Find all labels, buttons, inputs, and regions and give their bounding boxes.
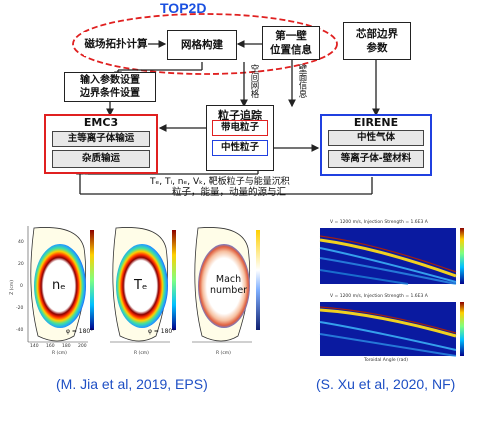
right-bottom-title: V = 1200 m/s, Injection Strength = 1.6E3… bbox=[330, 294, 428, 299]
te-phi-label: φ = 180° bbox=[148, 328, 176, 335]
left-xlabel-3: R (cm) bbox=[216, 351, 231, 356]
right-figure-plot bbox=[319, 228, 464, 357]
emc3-plasma-transport-box: 主等离子体输运 bbox=[52, 131, 150, 147]
mach-label-line1: Mach bbox=[215, 274, 242, 285]
charged-particles-box: 带电粒子 bbox=[212, 120, 268, 136]
first-wall-line2: 位置信息 bbox=[270, 44, 312, 56]
left-figure-plot bbox=[27, 226, 260, 343]
right-top-panel bbox=[320, 228, 456, 284]
particle-tracking-box bbox=[206, 105, 274, 171]
input-line1: 输入参数设置 bbox=[80, 74, 140, 86]
left-y-tick-0: 40 bbox=[18, 240, 24, 245]
flux-label: Tₑ, Tᵢ, nₑ, Vₖ, 靶板粒子与能量沉积 bbox=[150, 177, 290, 187]
wall-info-label: 壁面信息 bbox=[297, 64, 307, 98]
left-x-tick-1: 160 bbox=[46, 344, 55, 349]
ne-density-map bbox=[34, 244, 86, 328]
left-y-tick-4: -40 bbox=[16, 328, 24, 333]
left-y-tick-3: -20 bbox=[16, 306, 24, 311]
ne-label: nₑ bbox=[52, 278, 66, 293]
first-wall-line1: 第一壁 bbox=[275, 29, 307, 42]
eirene-neutral-gas-box: 中性气体 bbox=[328, 130, 424, 146]
diagram-connectors bbox=[72, 13, 380, 195]
core-boundary-line1: 芯部边界 bbox=[356, 27, 398, 40]
particle-tracking-title: 粒子追踪 bbox=[218, 109, 262, 122]
eirene-title: EIRENE bbox=[353, 116, 399, 129]
top2d-group-ellipse bbox=[72, 13, 338, 75]
te-temperature-map bbox=[116, 244, 168, 328]
sources-label: 粒子，能量，动量的源与汇 bbox=[172, 187, 287, 198]
magnetic-topology-box: 磁场拓扑计算 bbox=[84, 32, 148, 56]
left-y-tick-2: 0 bbox=[20, 284, 23, 289]
left-xlabel-2: R (cm) bbox=[134, 351, 149, 356]
mach-label: Mach number bbox=[210, 274, 247, 297]
right-figure: V = 1200 m/s, Injection Strength = 1.6E3… bbox=[308, 218, 478, 366]
input-line2: 边界条件设置 bbox=[80, 88, 140, 99]
left-citation: (M. Jia et al, 2019, EPS) bbox=[56, 376, 208, 392]
left-x-tick-0: 140 bbox=[30, 344, 39, 349]
core-boundary-line2: 参数 bbox=[366, 42, 388, 54]
emc3-impurity-transport-box: 杂质输运 bbox=[52, 150, 150, 168]
ne-phi-label: φ = 180° bbox=[66, 328, 94, 335]
mach-label-line2: number bbox=[210, 285, 248, 297]
mach-number-map bbox=[198, 244, 250, 328]
diagram-title: TOP2D bbox=[160, 0, 207, 16]
left-y-tick-1: 20 bbox=[18, 262, 24, 267]
left-x-tick-3: 200 bbox=[78, 344, 87, 349]
mesh-box: 网格构建 bbox=[167, 30, 237, 60]
input-settings-box: 输入参数设置 边界条件设置 bbox=[64, 72, 156, 102]
eirene-plasma-wall-box: 等离子体-壁材料 bbox=[328, 150, 424, 168]
left-xlabel-1: R (cm) bbox=[52, 351, 67, 356]
right-xlabel: Toroidal Angle (rad) bbox=[364, 358, 408, 363]
left-x-tick-2: 180 bbox=[62, 344, 71, 349]
right-citation: (S. Xu et al, 2020, NF) bbox=[316, 376, 456, 392]
space-grid-label: 空间网格 bbox=[249, 64, 259, 98]
right-top-title: V = 1200 m/s, Injection Strength = 1.6E3… bbox=[330, 220, 428, 225]
neutral-particles-box: 中性粒子 bbox=[212, 140, 268, 156]
left-ylabel: Z (cm) bbox=[10, 280, 15, 295]
core-boundary-box: 芯部边界 参数 bbox=[343, 22, 411, 60]
emc3-title: EMC3 bbox=[83, 116, 119, 129]
first-wall-box: 第一壁 位置信息 bbox=[262, 26, 320, 60]
te-label: Tₑ bbox=[134, 278, 148, 293]
left-figure: nₑ Tₑ Mach number φ = 180° φ = 180° Z (c… bbox=[8, 218, 286, 358]
